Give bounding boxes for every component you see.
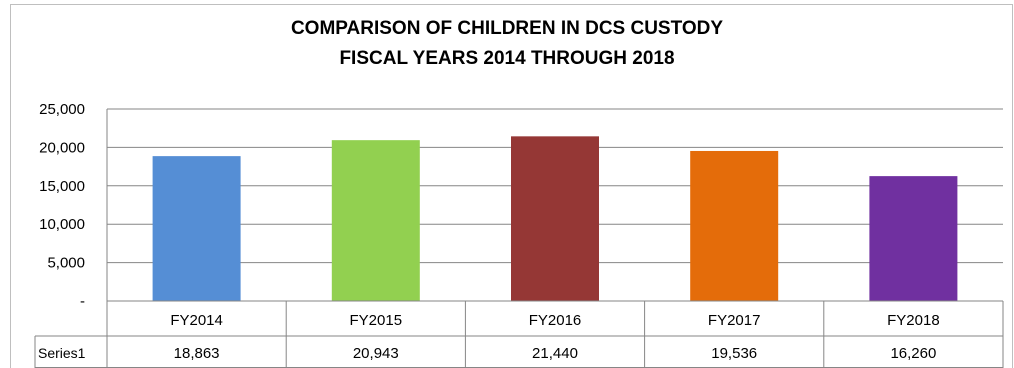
series-name-label: Series1 <box>38 345 86 361</box>
bar <box>331 140 420 301</box>
y-tick-label: 5,000 <box>47 255 85 272</box>
bar <box>690 150 779 301</box>
y-tick-label: 10,000 <box>39 216 85 233</box>
data-table-value: 21,440 <box>532 345 578 362</box>
category-label: FY2018 <box>887 312 940 329</box>
data-table-value: 18,863 <box>174 345 220 362</box>
y-tick-label: 25,000 <box>39 101 85 118</box>
category-label: FY2014 <box>170 312 223 329</box>
bar <box>511 136 599 301</box>
bar <box>869 176 958 301</box>
bar <box>152 156 241 301</box>
category-label: FY2015 <box>350 312 403 329</box>
chart-title: COMPARISON OF CHILDREN IN DCS CUSTODY FI… <box>0 14 1014 74</box>
y-tick-label: 20,000 <box>39 139 85 156</box>
data-table-value: 20,943 <box>353 345 399 362</box>
category-label: FY2017 <box>708 312 761 329</box>
chart-title-line-1: COMPARISON OF CHILDREN IN DCS CUSTODY <box>290 18 724 39</box>
y-tick-label: 15,000 <box>39 178 85 195</box>
data-table-value: 16,260 <box>890 345 936 362</box>
chart-frame <box>10 4 1013 368</box>
category-label: FY2016 <box>529 312 582 329</box>
chart-title-line-2: FISCAL YEARS 2014 THROUGH 2018 <box>339 48 675 69</box>
y-tick-label: - <box>80 293 85 310</box>
data-table-value: 19,536 <box>711 345 757 362</box>
